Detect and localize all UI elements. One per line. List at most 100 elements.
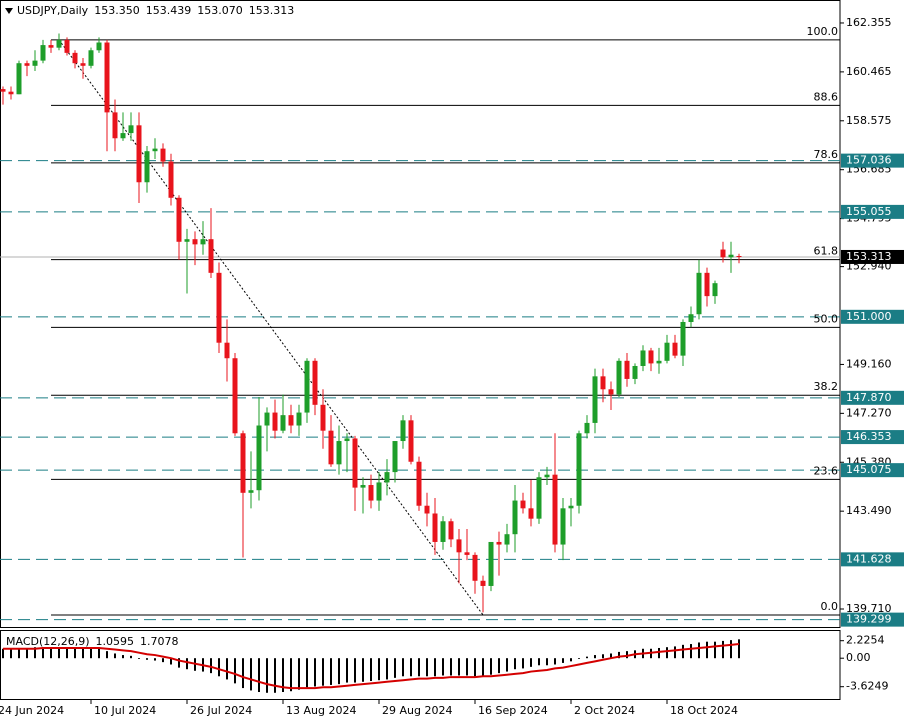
level-label: 139.299 bbox=[846, 613, 892, 626]
macd-bar bbox=[138, 658, 140, 659]
candle-body bbox=[648, 350, 654, 364]
macd-bar bbox=[402, 658, 404, 677]
candle-body bbox=[640, 350, 646, 366]
candle-body bbox=[224, 342, 230, 359]
macd-bar bbox=[66, 647, 68, 659]
candle-body bbox=[688, 314, 694, 322]
candle-body bbox=[40, 45, 46, 61]
macd-bar bbox=[34, 647, 36, 659]
macd-bar bbox=[586, 656, 588, 659]
candle-body bbox=[584, 422, 590, 434]
macd-y-tick-label: 2.2254 bbox=[846, 634, 885, 647]
macd-bar bbox=[594, 655, 596, 659]
macd-bar bbox=[554, 658, 556, 665]
candle-body bbox=[656, 360, 662, 364]
candle-body bbox=[160, 148, 166, 162]
candle-body bbox=[104, 42, 110, 113]
macd-bar bbox=[130, 655, 132, 659]
macd-bar bbox=[58, 647, 60, 659]
macd-bar bbox=[226, 658, 228, 680]
level-label: 147.870 bbox=[846, 391, 892, 404]
level-label: 141.628 bbox=[846, 552, 892, 565]
macd-bar bbox=[450, 658, 452, 676]
y-tick-label: 158.575 bbox=[846, 114, 892, 127]
candle-body bbox=[488, 541, 494, 586]
candle-body bbox=[184, 239, 190, 242]
fib-label: 88.6 bbox=[814, 90, 839, 103]
macd-bar bbox=[738, 639, 740, 659]
candle-body bbox=[384, 472, 390, 483]
x-tick-label: 29 Aug 2024 bbox=[382, 704, 452, 717]
macd-bar bbox=[322, 658, 324, 686]
macd-bar bbox=[290, 658, 292, 692]
macd-bar bbox=[250, 658, 252, 691]
x-tick-label: 18 Oct 2024 bbox=[670, 704, 738, 717]
macd-bar bbox=[386, 658, 388, 680]
menu-arrow[interactable] bbox=[5, 8, 13, 14]
level-label-box bbox=[841, 612, 904, 627]
macd-bar bbox=[354, 658, 356, 683]
macd-bar bbox=[314, 658, 316, 687]
macd-bar bbox=[210, 658, 212, 674]
macd-value: 1.0595 bbox=[96, 635, 135, 648]
candle-body bbox=[544, 474, 550, 478]
macd-bar bbox=[530, 658, 532, 667]
level-label-box bbox=[841, 390, 904, 405]
candle-body bbox=[168, 161, 174, 198]
level-label-box bbox=[841, 204, 904, 219]
candle-body bbox=[352, 438, 358, 488]
candle-body bbox=[704, 272, 710, 297]
macd-bar bbox=[234, 658, 236, 684]
candle-body bbox=[136, 125, 142, 183]
candle-body bbox=[680, 321, 686, 356]
chart-header: USDJPY,Daily 153.350 153.439 153.070 153.313 bbox=[17, 4, 294, 17]
macd-bar bbox=[466, 658, 468, 676]
macd-bar bbox=[338, 658, 340, 685]
macd-bar bbox=[426, 658, 428, 677]
macd-bar bbox=[618, 651, 620, 659]
x-tick-label: 24 Jun 2024 bbox=[0, 704, 64, 717]
macd-y-tick-label: 0.00 bbox=[846, 651, 871, 664]
x-tick-label: 26 Jul 2024 bbox=[190, 704, 252, 717]
candle-body bbox=[720, 249, 726, 258]
macd-bar bbox=[490, 658, 492, 675]
level-label-box bbox=[841, 463, 904, 478]
macd-bar bbox=[418, 658, 420, 677]
macd-bar bbox=[306, 658, 308, 688]
candle-body bbox=[8, 91, 14, 95]
macd-bar bbox=[362, 658, 364, 682]
macd-y-tick-label: -3.6249 bbox=[846, 680, 888, 693]
candle-body bbox=[424, 505, 430, 514]
candle-body bbox=[408, 420, 414, 462]
fib-label: 78.6 bbox=[814, 148, 839, 161]
candle-body bbox=[616, 360, 622, 395]
macd-pane-frame bbox=[0, 630, 841, 700]
y-tick-label: 139.710 bbox=[846, 602, 892, 615]
candle-body bbox=[624, 360, 630, 379]
macd-bar bbox=[546, 658, 548, 666]
level-label-box bbox=[841, 153, 904, 168]
fib-label: 38.2 bbox=[814, 380, 839, 393]
macd-bar bbox=[722, 640, 724, 659]
macd-title: MACD(12,26,9) bbox=[6, 635, 90, 648]
y-tick-label: 162.355 bbox=[846, 16, 892, 29]
candle-body bbox=[664, 342, 670, 361]
macd-bar bbox=[298, 658, 300, 690]
candle-body bbox=[232, 358, 238, 434]
candle-body bbox=[520, 500, 526, 509]
level-label-box bbox=[841, 552, 904, 567]
macd-bar bbox=[378, 658, 380, 681]
macd-bar bbox=[682, 644, 684, 659]
candle-body bbox=[112, 112, 118, 139]
macd-bar bbox=[122, 655, 124, 659]
macd-bar bbox=[514, 658, 516, 670]
candle-body bbox=[32, 60, 38, 66]
candle-body bbox=[64, 39, 70, 53]
candle-body bbox=[504, 534, 510, 545]
macd-bar bbox=[274, 658, 276, 693]
macd-bar bbox=[698, 642, 700, 659]
macd-bar bbox=[578, 658, 580, 659]
candle-body bbox=[440, 521, 446, 542]
candle-body bbox=[448, 521, 454, 540]
macd-bar bbox=[442, 658, 444, 676]
